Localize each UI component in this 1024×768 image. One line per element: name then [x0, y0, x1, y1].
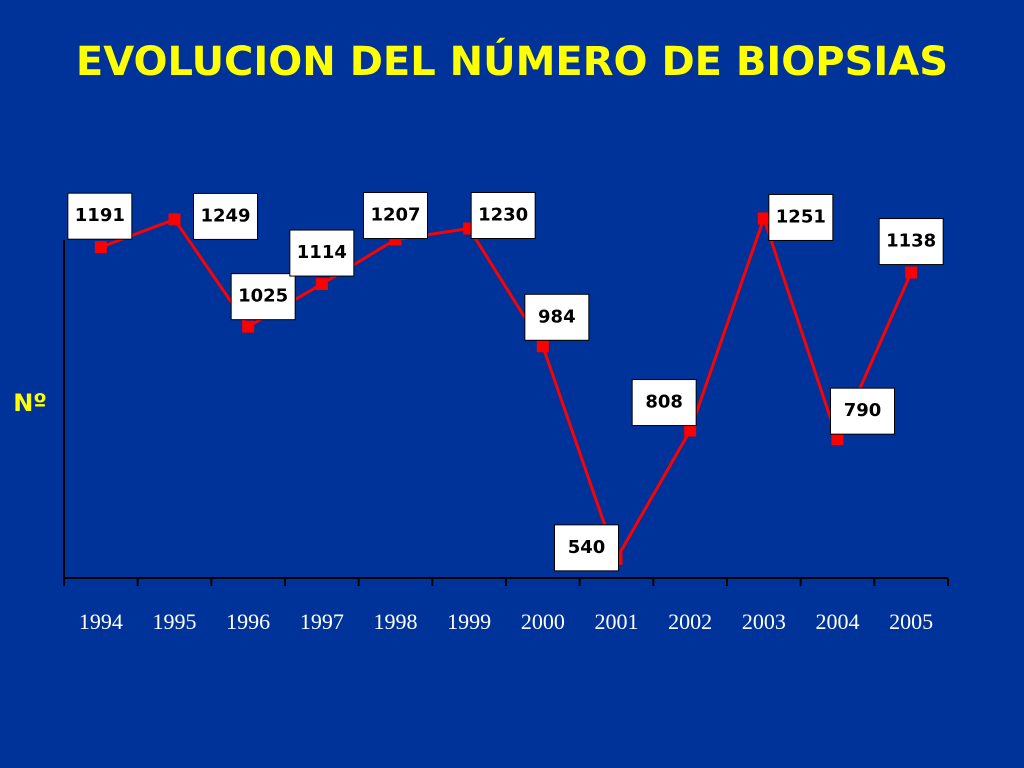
value-label-box	[830, 387, 895, 435]
value-label: 1249	[200, 205, 250, 226]
x-tick-label: 1996	[226, 609, 270, 634]
chart-title: EVOLUCION DEL NÚMERO DE BIOPSIAS	[76, 37, 948, 85]
value-label-box	[193, 192, 258, 240]
x-tick-label: 2001	[595, 609, 639, 634]
value-label: 1191	[75, 205, 125, 226]
point	[315, 278, 328, 291]
point	[536, 340, 549, 353]
value-label-box	[67, 192, 133, 240]
x-tick-label: 2004	[816, 609, 860, 634]
x-tick-label: 1995	[153, 609, 197, 634]
x-tick-label: 1994	[79, 609, 123, 634]
x-tick-label: 2002	[668, 609, 712, 634]
point	[831, 433, 844, 446]
value-label: 808	[645, 392, 683, 413]
value-label: 1025	[238, 286, 288, 307]
value-label-box	[289, 229, 355, 277]
y-axis-label: Nº	[13, 389, 47, 417]
value-label-box	[230, 273, 296, 321]
value-label: 1138	[886, 231, 936, 252]
point	[94, 241, 107, 254]
x-tick-label: 1998	[374, 609, 418, 634]
value-label: 1207	[370, 205, 420, 226]
x-tick-label: 1999	[447, 609, 491, 634]
value-label: 1114	[297, 242, 347, 263]
point	[684, 424, 697, 437]
value-label-box	[631, 379, 697, 427]
x-tick-label: 2000	[521, 609, 565, 634]
value-label: 540	[568, 537, 606, 558]
value-label-box	[524, 293, 590, 341]
point	[168, 213, 181, 226]
value-label: 1230	[478, 205, 528, 226]
value-label: 1251	[776, 206, 826, 227]
value-label: 984	[538, 306, 576, 327]
value-label-box	[470, 192, 536, 240]
value-label-box	[768, 193, 834, 241]
x-tick-label: 2005	[889, 609, 933, 634]
point	[757, 212, 770, 225]
value-label-box	[363, 192, 428, 240]
x-tick-label: 2003	[742, 609, 786, 634]
value-label-box	[554, 524, 619, 572]
value-label: 790	[844, 400, 882, 421]
x-tick-label: 1997	[300, 609, 344, 634]
point	[242, 320, 255, 333]
value-label-box	[878, 218, 944, 266]
point	[905, 266, 918, 279]
